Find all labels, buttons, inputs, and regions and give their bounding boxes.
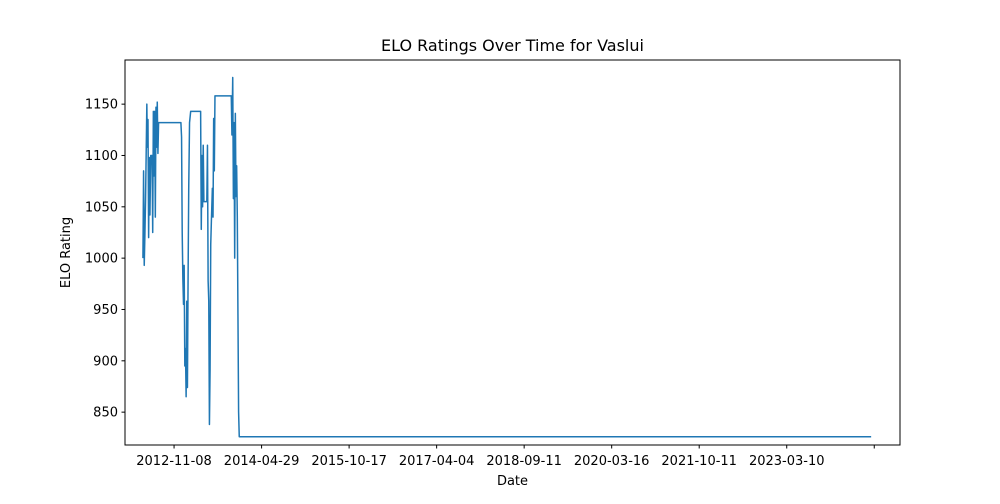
y-tick-label: 850 xyxy=(93,406,118,421)
x-tick-label: 2014-04-29 xyxy=(224,454,300,469)
plot-area xyxy=(125,60,900,445)
y-axis: 850 900 950 1000 1050 1100 1150 xyxy=(85,98,125,421)
chart-title: ELO Ratings Over Time for Vaslui xyxy=(381,36,644,55)
x-axis-label: Date xyxy=(497,474,528,489)
x-tick-label: 2012-11-08 xyxy=(136,454,212,469)
y-tick-label: 950 xyxy=(93,303,118,318)
y-tick-label: 1150 xyxy=(85,98,118,113)
y-tick-label: 1050 xyxy=(85,200,118,215)
y-axis-label: ELO Rating xyxy=(59,217,74,288)
x-tick-label: 2018-09-11 xyxy=(486,454,562,469)
x-axis: 2012-11-08 2014-04-29 2015-10-17 2017-04-04… xyxy=(136,445,875,469)
x-tick-label: 2020-03-16 xyxy=(574,454,650,469)
y-tick-label: 900 xyxy=(93,354,118,369)
y-tick-label: 1000 xyxy=(85,252,118,267)
y-tick-label: 1100 xyxy=(85,149,118,164)
series-layer xyxy=(142,76,872,438)
series-line xyxy=(142,76,872,438)
plot-frame xyxy=(124,59,901,446)
x-tick-label: 2021-10-11 xyxy=(661,454,737,469)
x-tick-label: 2015-10-17 xyxy=(311,454,387,469)
x-tick-label: 2017-04-04 xyxy=(399,454,475,469)
x-tick-label: 2023-03-10 xyxy=(749,454,825,469)
